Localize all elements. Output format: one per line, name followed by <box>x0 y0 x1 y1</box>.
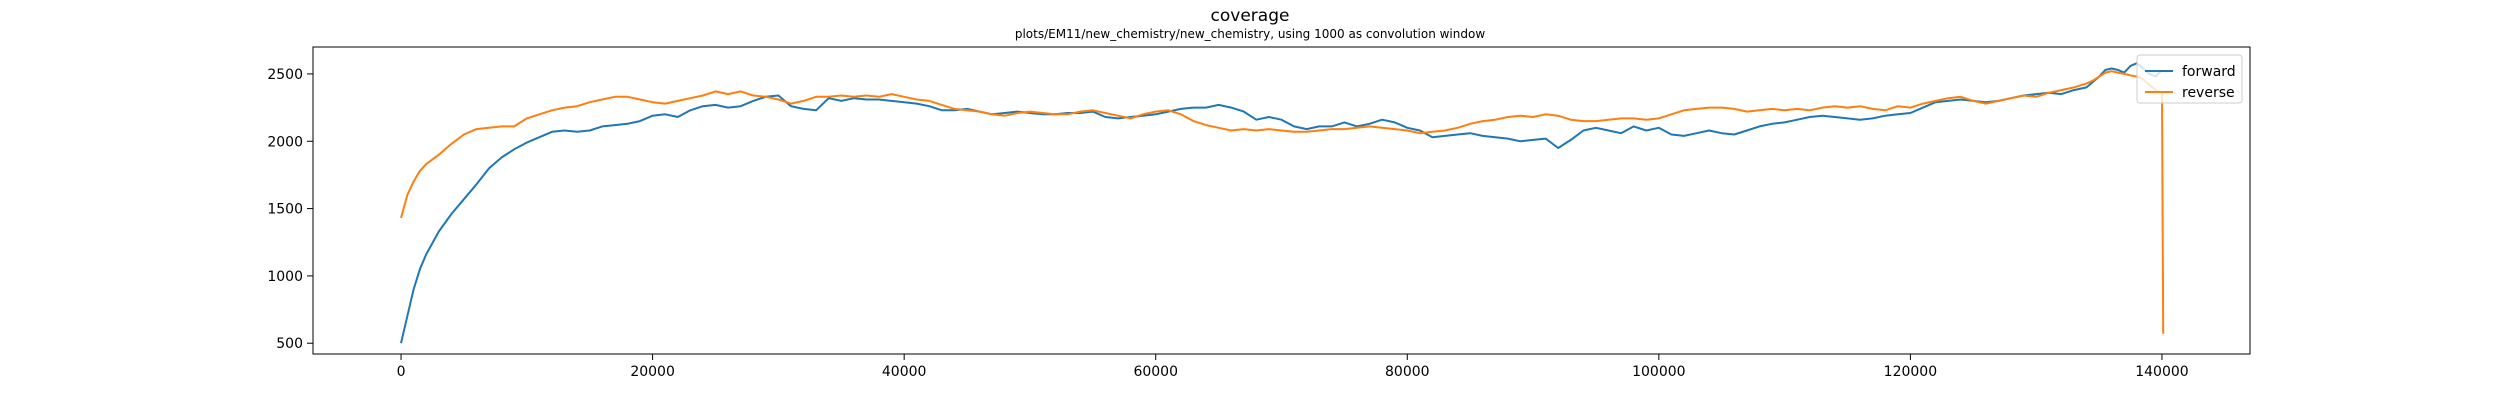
axes: 0 20000 40000 60000 80000 100000 120000 140000 5… <box>267 46 2251 380</box>
plot-frame <box>312 46 2251 355</box>
legend: forward reverse <box>2136 54 2243 104</box>
x-tick-label: 20000 <box>630 364 675 380</box>
chart-subtitle: plots/EM11/new_chemistry/new_chemistry, … <box>1014 27 1486 41</box>
x-tick-label: 100000 <box>1632 364 1685 380</box>
series-line-reverse <box>400 70 2165 334</box>
legend-label-forward: forward <box>2182 64 2236 80</box>
x-tick-label: 80000 <box>1385 364 1430 380</box>
y-tick-label: 1500 <box>267 202 303 218</box>
y-tick-label: 2000 <box>267 134 303 150</box>
series-lines <box>400 62 2165 344</box>
x-tick-label: 60000 <box>1133 364 1178 380</box>
x-tick-label: 120000 <box>1884 364 1937 380</box>
x-tick-label: 0 <box>397 364 406 380</box>
legend-label-reverse: reverse <box>2182 85 2235 101</box>
y-tick-label: 1000 <box>267 269 303 285</box>
x-tick-label: 40000 <box>882 364 927 380</box>
series-line-forward <box>400 62 2163 344</box>
chart-title: coverage <box>1210 6 1290 26</box>
y-tick-label: 2500 <box>267 67 303 83</box>
x-tick-label: 140000 <box>2135 364 2188 380</box>
y-tick-label: 500 <box>276 336 303 352</box>
